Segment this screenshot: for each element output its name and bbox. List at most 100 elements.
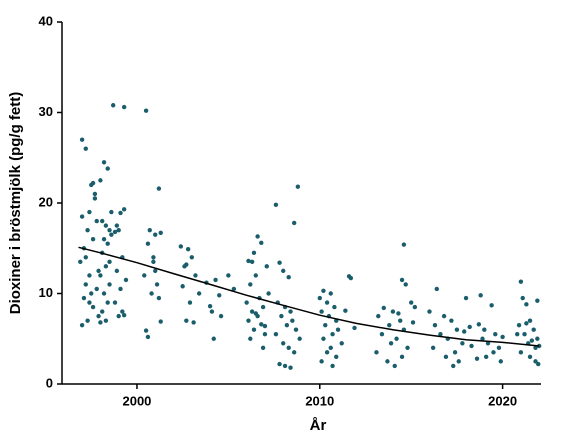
point [153,232,158,237]
point [178,244,184,249]
point [273,202,279,208]
point [78,259,83,265]
point [248,336,253,341]
point [321,336,326,341]
point [451,363,456,369]
point [98,273,103,278]
point [251,250,257,255]
point [399,354,405,360]
point [390,309,396,314]
y-tick-label: 0 [46,375,53,390]
point [403,282,408,287]
point [443,354,449,360]
point [476,322,482,327]
x-tick-label: 2020 [488,393,517,408]
point [335,327,341,332]
point [485,341,491,346]
point [379,332,385,337]
point [246,318,251,323]
point [332,304,337,310]
point [89,291,94,296]
point [430,345,436,350]
point [101,291,107,296]
point [101,237,107,242]
point [207,303,213,309]
point [460,341,465,346]
point [348,275,354,281]
point [101,160,107,165]
point [151,259,156,265]
point [109,209,114,215]
point [143,108,149,113]
point [452,350,458,355]
point [524,321,529,326]
point [145,241,151,246]
point [253,273,258,278]
trend-line [78,246,540,347]
point [387,322,392,328]
point [412,304,418,310]
point [100,309,105,314]
point [151,255,156,260]
point [533,359,538,364]
point [218,313,224,319]
point [469,343,474,349]
point [90,237,96,242]
point [483,354,489,360]
point [120,309,125,314]
point [143,328,149,333]
point [467,324,472,330]
x-axis-label: År [310,417,327,434]
point [112,300,118,305]
point [253,311,258,316]
point [96,313,101,319]
point [328,291,333,296]
point [92,196,98,201]
point [529,338,535,343]
point [282,363,288,369]
point [518,350,524,355]
point [98,320,103,325]
point [277,260,282,265]
point [527,354,533,360]
point [191,320,196,325]
point [246,258,251,264]
point [319,309,324,314]
point [185,246,191,252]
point [121,104,127,110]
point [79,214,85,219]
point [286,345,291,350]
point [112,229,118,235]
point [297,336,302,341]
point [123,277,129,283]
point [388,341,394,346]
point [374,350,379,355]
point [491,350,496,355]
point [352,325,357,331]
point [109,232,114,237]
point [158,230,163,236]
point [260,304,266,310]
point [103,264,109,269]
point [248,282,253,287]
point [259,240,264,246]
point [90,180,96,186]
point [401,242,407,247]
point [196,291,202,296]
point [432,322,438,328]
point [277,361,282,367]
point [462,329,467,334]
point [482,327,487,332]
point [262,332,268,337]
point [463,295,469,301]
point [83,255,88,260]
point [291,350,297,355]
point [83,146,88,151]
point [522,332,527,337]
point [330,363,335,369]
point [533,345,538,350]
point [180,284,185,289]
point [317,295,322,301]
point [520,295,525,301]
point [281,341,286,346]
